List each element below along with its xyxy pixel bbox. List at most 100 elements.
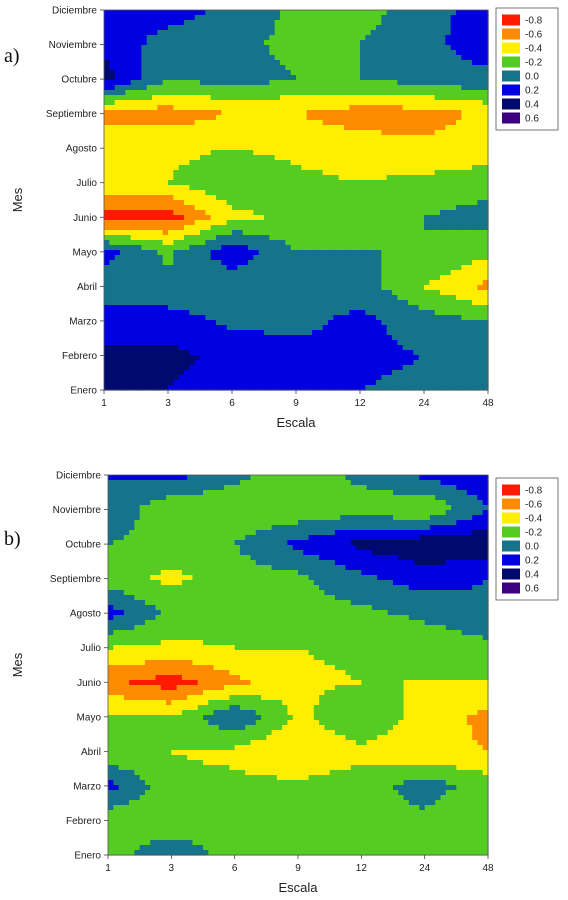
heatmap-cell (424, 85, 430, 91)
heatmap-cell (194, 25, 201, 31)
heatmap-cell (258, 350, 265, 356)
heatmap-cell (477, 280, 484, 286)
heatmap-cell (365, 295, 372, 301)
heatmap-cell (306, 200, 313, 206)
heatmap-cell (456, 235, 462, 241)
heatmap-cell (152, 210, 158, 216)
heatmap-cell (328, 270, 334, 276)
heatmap-cell (232, 350, 238, 356)
heatmap-cell (125, 140, 132, 146)
heatmap-cell (280, 20, 286, 26)
heatmap-cell (130, 225, 137, 231)
heatmap-cell (418, 165, 425, 171)
heatmap-cell (434, 235, 441, 241)
heatmap-cell (354, 195, 361, 201)
heatmap-cell (413, 270, 420, 276)
heatmap-cell (114, 195, 121, 201)
heatmap-cell (221, 120, 228, 126)
heatmap-cell (333, 90, 340, 96)
heatmap-cell (472, 70, 478, 76)
heatmap-cell (141, 340, 148, 346)
heatmap-cell (434, 55, 441, 61)
heatmap-cell (194, 345, 201, 351)
heatmap-cell (328, 230, 334, 236)
heatmap-cell (120, 290, 126, 296)
heatmap-cell (301, 70, 308, 76)
heatmap-cell (301, 170, 308, 176)
heatmap-cell (328, 10, 334, 16)
heatmap-cell (221, 95, 228, 101)
heatmap-cell (168, 125, 174, 131)
heatmap-cell (450, 130, 457, 136)
heatmap-cell (472, 195, 478, 201)
heatmap-cell (445, 260, 452, 266)
heatmap-cell (157, 315, 164, 321)
heatmap-cell (296, 285, 302, 291)
heatmap-cell (205, 210, 212, 216)
heatmap-cell (114, 205, 121, 211)
heatmap-cell (376, 205, 382, 211)
heatmap-cell (365, 275, 372, 281)
heatmap-cell (333, 265, 340, 271)
heatmap-cell (344, 245, 350, 251)
heatmap-cell (445, 50, 452, 56)
heatmap-cell (408, 125, 414, 131)
heatmap-cell (381, 325, 388, 331)
heatmap-cell (280, 305, 286, 311)
heatmap-cell (168, 275, 174, 281)
heatmap-cell (365, 210, 372, 216)
heatmap-cell (317, 280, 324, 286)
heatmap-cell (189, 175, 196, 181)
heatmap-cell (226, 250, 233, 256)
heatmap-cell (130, 280, 137, 286)
heatmap-cell (413, 135, 420, 141)
heatmap-cell (168, 10, 174, 16)
heatmap-cell (104, 70, 110, 76)
heatmap-cell (424, 120, 430, 126)
heatmap-cell (408, 35, 414, 41)
heatmap-cell (258, 340, 265, 346)
heatmap-cell (264, 290, 270, 296)
heatmap-cell (104, 325, 110, 331)
heatmap-cell (370, 340, 377, 346)
heatmap-cell (418, 85, 425, 91)
heatmap-cell (477, 145, 484, 151)
heatmap-cell (472, 45, 478, 51)
heatmap-cell (461, 50, 468, 56)
heatmap-cell (189, 15, 196, 21)
heatmap-cell (242, 285, 249, 291)
heatmap-cell (466, 180, 473, 186)
heatmap-cell (200, 265, 206, 271)
heatmap-cell (189, 250, 196, 256)
heatmap-cell (248, 320, 254, 326)
heatmap-cell (477, 330, 484, 336)
heatmap-cell (370, 205, 377, 211)
heatmap-cell (242, 125, 249, 131)
heatmap-cell (104, 200, 110, 206)
heatmap-cell (402, 340, 409, 346)
heatmap-cell (258, 115, 265, 121)
heatmap-cell (152, 195, 158, 201)
heatmap-cell (418, 325, 425, 331)
heatmap-cell (445, 175, 452, 181)
heatmap-cell (258, 310, 265, 316)
heatmap-cell (392, 215, 398, 221)
heatmap-cell (370, 225, 377, 231)
heatmap-cell (322, 275, 329, 281)
heatmap-cell (136, 275, 142, 281)
heatmap-cell (461, 320, 468, 326)
heatmap-cell (248, 325, 254, 331)
heatmap-cell (301, 150, 308, 156)
heatmap-cell (157, 110, 164, 116)
heatmap-cell (360, 320, 366, 326)
heatmap-cell (280, 235, 286, 241)
heatmap-cell (157, 60, 164, 66)
heatmap-cell (184, 40, 190, 46)
heatmap-cell (344, 330, 350, 336)
heatmap-cell (424, 20, 430, 26)
heatmap-cell (440, 220, 446, 226)
heatmap-cell (306, 160, 313, 166)
heatmap-cell (472, 140, 478, 146)
heatmap-cell (184, 350, 190, 356)
heatmap-cell (477, 45, 484, 51)
